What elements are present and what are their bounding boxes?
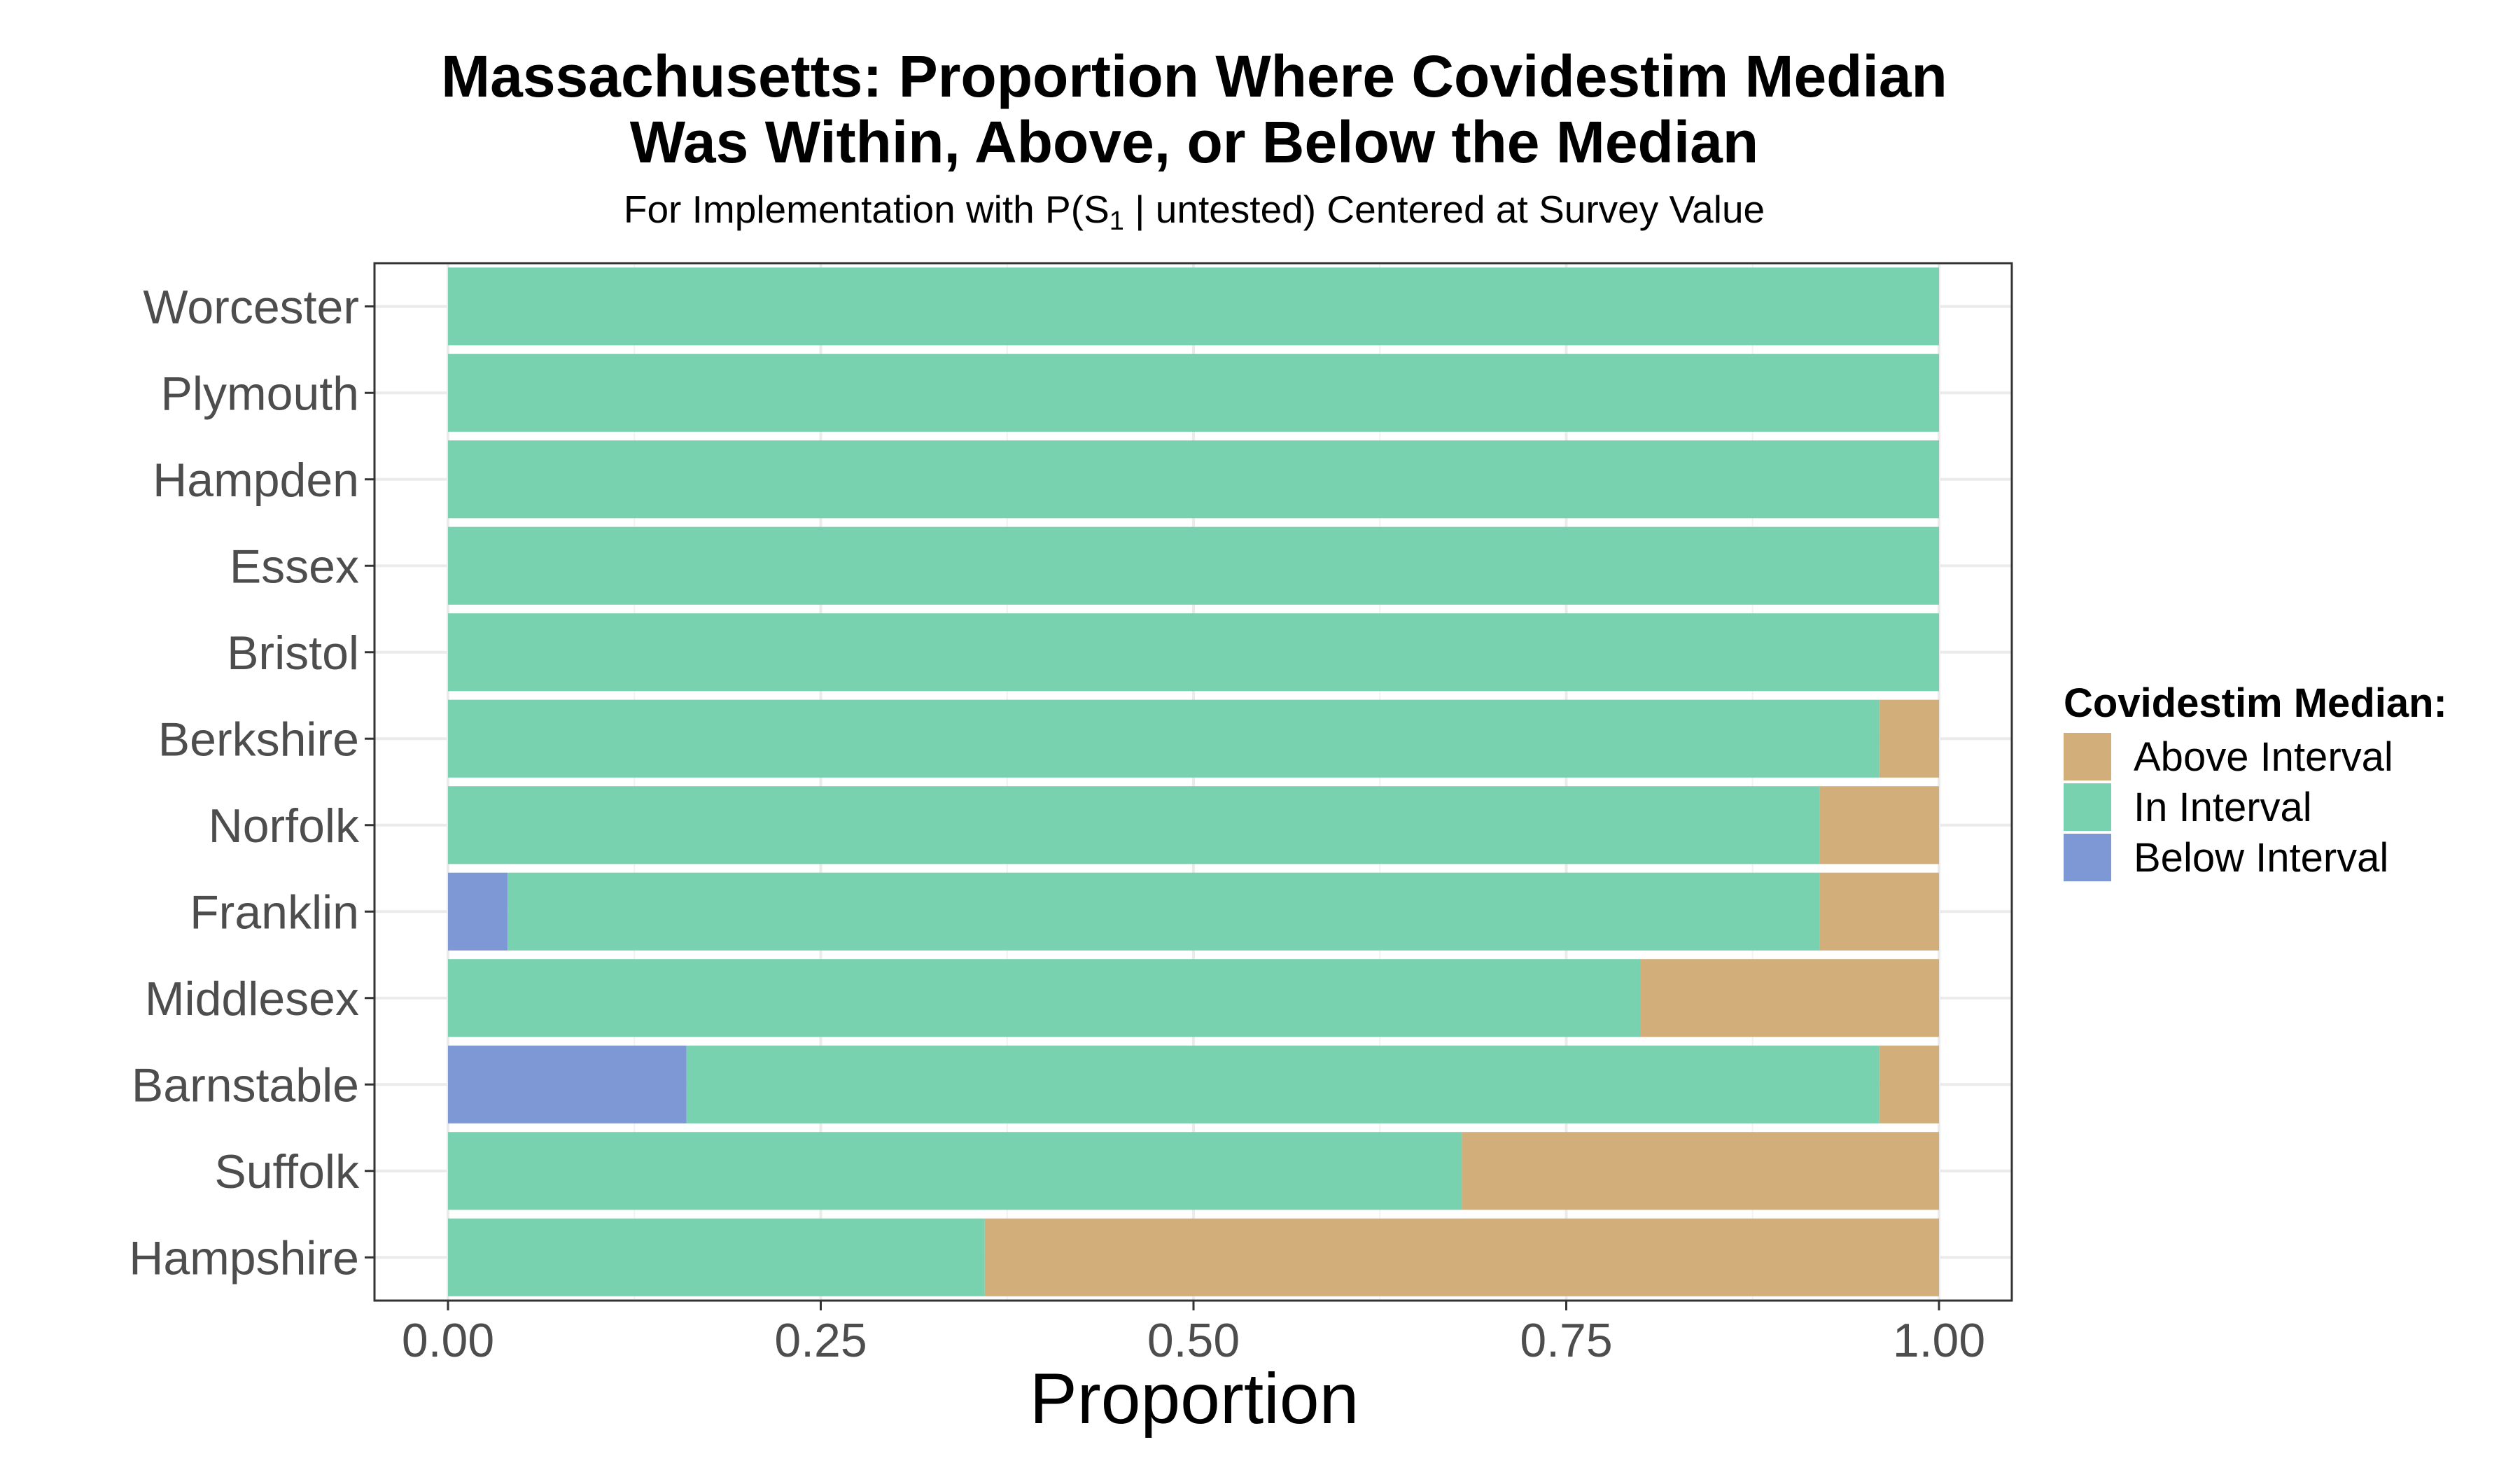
legend-label: In Interval — [2134, 785, 2312, 830]
x-tick-label: 1.00 — [1893, 1314, 1985, 1367]
bar-in-interval-essex — [448, 526, 1939, 605]
bar-in-interval-bristol — [448, 613, 1939, 692]
legend-title: Covidestim Median: — [2064, 680, 2447, 726]
legend: Covidestim Median: Above Interval In Inte… — [2064, 680, 2447, 881]
bar-in-interval-plymouth — [448, 354, 1939, 432]
y-tick-label: Norfolk — [209, 799, 360, 853]
bar-in-interval-suffolk — [448, 1132, 1462, 1210]
legend-label: Above Interval — [2134, 734, 2393, 780]
y-tick-label: Plymouth — [161, 367, 359, 420]
x-tick-label: 0.50 — [1147, 1314, 1240, 1367]
chart-title-line-1: Massachusetts: Proportion Where Covidest… — [441, 43, 1947, 109]
y-axis: Worcester Plymouth Hampden Essex Bristol Berk… — [129, 281, 374, 1284]
chart-title-line-2: Was Within, Above, or Below the Median — [630, 109, 1758, 175]
y-tick-label: Essex — [230, 540, 359, 593]
bar-in-interval-barnstable — [686, 1045, 1879, 1124]
y-tick-label: Hampshire — [129, 1231, 359, 1284]
x-axis-label: Proportion — [1030, 1359, 1359, 1438]
bar-above-interval-franklin — [1819, 872, 1939, 951]
bar-in-interval-hampshire — [448, 1218, 985, 1296]
y-tick-label: Middlesex — [145, 972, 359, 1026]
y-tick-label: Bristol — [227, 626, 359, 680]
bar-above-interval-suffolk — [1462, 1132, 1939, 1210]
y-tick-label: Hampden — [153, 454, 359, 507]
bar-in-interval-norfolk — [448, 786, 1820, 864]
bar-in-interval-franklin — [507, 872, 1820, 951]
x-tick-label: 0.00 — [402, 1314, 494, 1367]
chart-subtitle: For Implementation with P(S1 | untested)… — [624, 188, 1765, 236]
legend-swatch — [2064, 783, 2111, 831]
y-tick-label: Worcester — [143, 281, 359, 334]
bar-above-interval-hampshire — [984, 1218, 1939, 1296]
y-tick-label: Franklin — [190, 886, 359, 939]
bar-above-interval-middlesex — [1641, 959, 1939, 1037]
y-tick-label: Suffolk — [214, 1145, 360, 1198]
bar-above-interval-berkshire — [1879, 699, 1939, 778]
bar-above-interval-norfolk — [1819, 786, 1939, 864]
bar-below-interval-franklin — [448, 872, 508, 951]
y-tick-label: Barnstable — [132, 1058, 359, 1112]
x-axis: 0.00 0.25 0.50 0.75 1.00 — [402, 1301, 1985, 1367]
legend-label: Below Interval — [2134, 835, 2388, 881]
x-tick-label: 0.75 — [1520, 1314, 1612, 1367]
bar-in-interval-middlesex — [448, 959, 1641, 1037]
bar-in-interval-worcester — [448, 267, 1939, 346]
bar-above-interval-barnstable — [1879, 1045, 1939, 1124]
y-tick-label: Berkshire — [158, 713, 359, 766]
legend-swatch — [2064, 733, 2111, 780]
bars — [373, 262, 2013, 1302]
x-tick-label: 0.25 — [774, 1314, 867, 1367]
bar-in-interval-hampden — [448, 440, 1939, 519]
bar-in-interval-berkshire — [448, 699, 1879, 778]
bar-below-interval-barnstable — [448, 1045, 687, 1124]
legend-swatch — [2064, 834, 2111, 881]
